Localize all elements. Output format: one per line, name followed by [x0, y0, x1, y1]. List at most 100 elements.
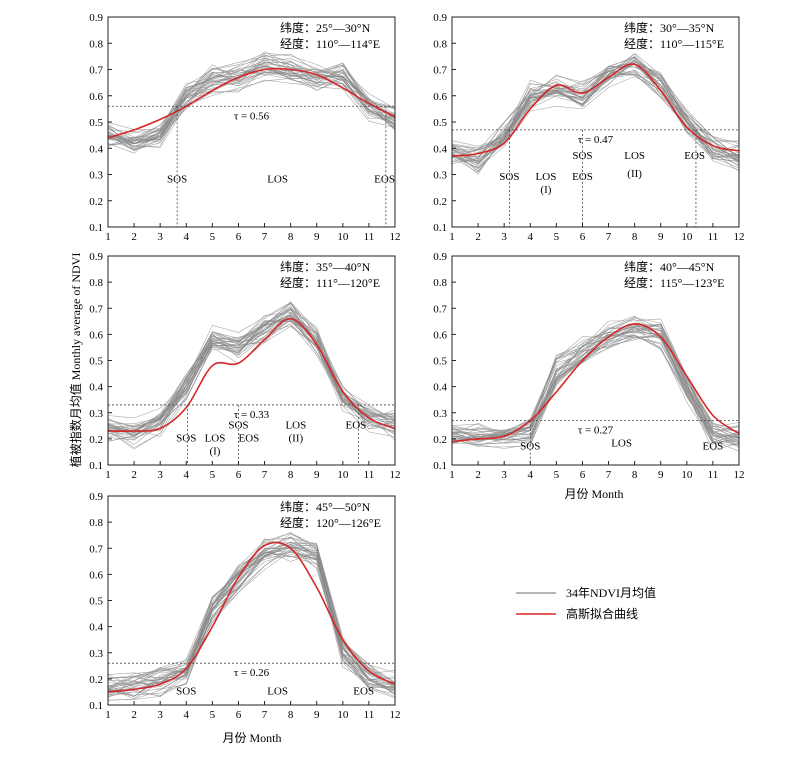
phenology-label: LOS — [285, 419, 306, 431]
y-tick-label: 0.6 — [433, 329, 447, 341]
y-tick-label: 0.7 — [433, 303, 447, 315]
y-tick-label: 0.9 — [89, 491, 103, 503]
x-tick-label: 6 — [236, 231, 242, 243]
raw-ndvi-line — [451, 318, 740, 443]
raw-ndvi-line — [107, 554, 396, 696]
x-tick-label: 8 — [288, 709, 294, 721]
raw-ndvi-lines — [451, 52, 740, 175]
y-tick-label: 0.2 — [89, 434, 103, 446]
x-tick-label: 12 — [734, 231, 745, 243]
y-tick-label: 0.6 — [89, 329, 103, 341]
x-tick-label: 5 — [210, 469, 216, 481]
x-tick-label: 11 — [708, 469, 719, 481]
y-tick-label: 0.4 — [89, 382, 103, 394]
x-tick-label: 3 — [157, 709, 163, 721]
x-tick-label: 8 — [288, 231, 294, 243]
x-tick-label: 1 — [449, 469, 455, 481]
raw-ndvi-line — [107, 55, 396, 131]
x-tick-label: 12 — [390, 709, 401, 721]
y-tick-label: 0.1 — [89, 222, 103, 234]
y-tick-label: 0.1 — [433, 460, 447, 472]
x-tick-label: 10 — [337, 469, 349, 481]
raw-ndvi-line — [107, 321, 396, 435]
x-tick-label: 8 — [632, 231, 638, 243]
x-tick-label: 6 — [580, 469, 586, 481]
raw-ndvi-line — [451, 323, 740, 441]
raw-ndvi-lines — [107, 532, 396, 701]
x-tick-label: 2 — [475, 469, 481, 481]
raw-ndvi-line — [451, 71, 740, 164]
x-tick-label: 7 — [262, 709, 268, 721]
x-tick-label: 12 — [390, 231, 401, 243]
y-tick-label: 0.2 — [89, 196, 103, 208]
gaussian-fit-curve — [451, 323, 740, 443]
legend-fit-label: 高斯拟合曲线 — [566, 606, 638, 621]
latitude-label: 纬度：40°—45°N — [624, 259, 715, 274]
phenology-label: (I) — [540, 184, 551, 196]
raw-ndvi-line — [451, 317, 740, 435]
phenology-label: LOS — [267, 173, 288, 185]
chart-panel-1: τ = 0.56 SOS LOS EOS 纬度：25°—30°N经度：110°—114°… — [89, 12, 400, 243]
phenology-label: SOS — [176, 686, 196, 698]
y-tick-label: 0.4 — [433, 382, 447, 394]
raw-ndvi-line — [451, 327, 740, 443]
y-tick-label: 0.8 — [89, 38, 103, 50]
legend: 34年NDVI月均值 高斯拟合曲线 — [516, 585, 656, 621]
x-tick-label: 3 — [501, 469, 507, 481]
x-tick-label: 10 — [337, 709, 349, 721]
y-tick-label: 0.8 — [433, 277, 447, 289]
raw-ndvi-line — [107, 307, 396, 432]
y-tick-label: 0.8 — [433, 38, 447, 50]
y-tick-label: 0.3 — [89, 170, 103, 182]
phenology-label: LOS — [536, 171, 557, 183]
raw-ndvi-line — [451, 325, 740, 444]
y-tick-label: 0.5 — [89, 117, 103, 129]
raw-ndvi-line — [107, 53, 396, 143]
y-axis-title: 植被指数月均值 Monthly average of NDVI — [68, 253, 83, 468]
x-tick-label: 7 — [606, 469, 612, 481]
y-tick-label: 0.7 — [89, 543, 103, 555]
longitude-label: 经度：115°—123°E — [624, 275, 724, 290]
x-tick-label: 4 — [184, 469, 190, 481]
tau-label: τ = 0.33 — [234, 409, 270, 421]
x-tick-label: 7 — [262, 469, 268, 481]
raw-ndvi-line — [107, 325, 396, 448]
phenology-label: SOS — [176, 432, 196, 444]
y-tick-label: 0.3 — [89, 648, 103, 660]
y-tick-label: 0.5 — [89, 596, 103, 608]
raw-ndvi-lines — [107, 301, 396, 450]
longitude-label: 经度：120°—126°E — [280, 515, 381, 530]
raw-ndvi-line — [107, 61, 396, 151]
y-tick-label: 0.7 — [433, 65, 447, 77]
gaussian-fit-curve — [107, 67, 396, 139]
phenology-label: SOS — [572, 150, 592, 162]
phenology-label: SOS — [499, 171, 519, 183]
y-tick-label: 0.9 — [89, 251, 103, 263]
raw-ndvi-line — [451, 62, 740, 160]
x-tick-label: 2 — [131, 469, 137, 481]
raw-ndvi-line — [107, 551, 396, 698]
x-tick-label: 9 — [314, 231, 320, 243]
y-tick-label: 0.5 — [433, 356, 447, 368]
y-tick-label: 0.2 — [433, 196, 447, 208]
latitude-label: 纬度：45°—50°N — [280, 499, 371, 514]
raw-ndvi-line — [451, 76, 740, 172]
y-tick-label: 0.7 — [89, 65, 103, 77]
x-tick-label: 11 — [364, 469, 375, 481]
raw-ndvi-line — [107, 58, 396, 140]
x-tick-label: 10 — [681, 469, 693, 481]
x-tick-label: 1 — [449, 231, 455, 243]
phenology-label: SOS — [167, 173, 187, 185]
x-tick-label: 9 — [314, 709, 320, 721]
y-tick-label: 0.4 — [433, 143, 447, 155]
x-tick-label: 9 — [658, 231, 664, 243]
y-tick-label: 0.9 — [433, 251, 447, 263]
y-tick-label: 0.2 — [89, 674, 103, 686]
chart-panel-5: τ = 0.26 SOS LOS EOS 纬度：45°—50°N经度：120°—126°… — [89, 491, 400, 721]
raw-ndvi-line — [451, 324, 740, 440]
raw-ndvi-line — [451, 318, 740, 440]
x-axis-title-right: 月份 Month — [564, 487, 623, 501]
phenology-label: EOS — [345, 419, 366, 431]
